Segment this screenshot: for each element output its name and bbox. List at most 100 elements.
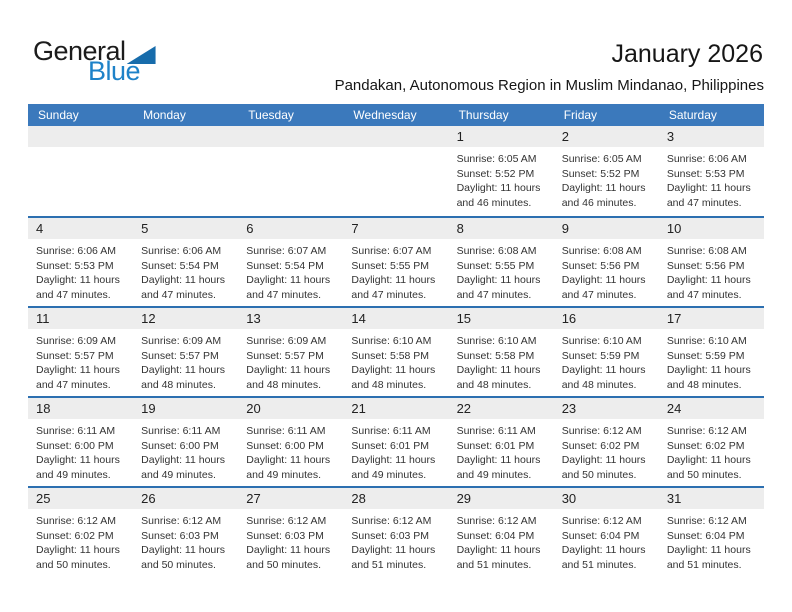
daylight-text-line2: and 47 minutes. (561, 288, 637, 301)
sunset-text: Sunset: 5:52 PM (456, 167, 535, 180)
daylight-text-line1: Daylight: 11 hours (246, 454, 331, 466)
sunset-text: Sunset: 6:02 PM (36, 529, 114, 542)
sunset-text: Sunset: 5:58 PM (456, 349, 535, 362)
day-details: Sunrise: 6:09 AM Sunset: 5:57 PM Daylight:… (238, 329, 343, 392)
day-number: 14 (343, 308, 449, 329)
day-number: 6 (238, 218, 344, 239)
day-details: Sunrise: 6:09 AM Sunset: 5:57 PM Daylight:… (133, 329, 238, 392)
logo-text-general: General (33, 36, 126, 66)
sunset-text: Sunset: 5:57 PM (141, 349, 219, 362)
day-number: 17 (658, 308, 764, 329)
sunset-text: Sunset: 6:00 PM (246, 439, 324, 452)
daylight-text-line1: Daylight: 11 hours (36, 274, 120, 286)
day-cell: 8 Sunrise: 6:08 AM Sunset: 5:55 PM Daylight… (448, 218, 554, 306)
sunset-text: Sunset: 5:54 PM (246, 259, 324, 272)
daylight-text-line2: and 47 minutes. (36, 288, 111, 301)
day-number: 7 (343, 218, 449, 239)
weekday-header-saturday: Saturday (668, 108, 717, 122)
daylight-text-line2: and 50 minutes. (141, 558, 216, 571)
daylight-text-line1: Daylight: 11 hours (456, 544, 541, 556)
day-details: Sunrise: 6:12 AM Sunset: 6:03 PM Daylight:… (238, 509, 343, 572)
sunset-text: Sunset: 6:01 PM (351, 439, 430, 452)
week-row: 25 Sunrise: 6:12 AM Sunset: 6:02 PM Dayligh… (28, 486, 764, 576)
day-cell: 15 Sunrise: 6:10 AM Sunset: 5:58 PM Dayligh… (448, 308, 554, 396)
sunrise-text: Sunrise: 6:05 AM (456, 153, 537, 165)
sunset-text: Sunset: 5:59 PM (561, 349, 640, 362)
sunrise-text: Sunrise: 6:12 AM (561, 425, 642, 437)
daylight-text-line2: and 50 minutes. (246, 558, 321, 571)
daylight-text-line2: and 49 minutes. (36, 468, 111, 481)
sunset-text: Sunset: 5:56 PM (666, 259, 745, 272)
day-cell: 28 Sunrise: 6:12 AM Sunset: 6:03 PM Dayligh… (343, 488, 449, 576)
sunrise-text: Sunrise: 6:06 AM (36, 245, 116, 257)
daylight-text-line1: Daylight: 11 hours (141, 364, 225, 376)
daylight-text-line2: and 48 minutes. (561, 378, 637, 391)
daylight-text-line1: Daylight: 11 hours (351, 274, 436, 286)
day-details: Sunrise: 6:12 AM Sunset: 6:02 PM Daylight:… (554, 419, 659, 482)
day-number: 20 (238, 398, 344, 419)
sunset-text: Sunset: 5:54 PM (141, 259, 219, 272)
day-number (133, 126, 239, 147)
day-details: Sunrise: 6:10 AM Sunset: 5:59 PM Daylight:… (554, 329, 659, 392)
sunset-text: Sunset: 5:52 PM (561, 167, 640, 180)
day-number: 28 (343, 488, 449, 509)
empty-day-cell (133, 126, 239, 216)
calendar-grid: Sunday Monday Tuesday Wednesday Thursday… (28, 104, 764, 576)
sunset-text: Sunset: 5:56 PM (561, 259, 640, 272)
day-number: 8 (448, 218, 554, 239)
sunrise-text: Sunrise: 6:11 AM (351, 425, 431, 437)
sunrise-text: Sunrise: 6:10 AM (561, 335, 642, 347)
daylight-text-line2: and 46 minutes. (561, 196, 637, 209)
daylight-text-line2: and 50 minutes. (666, 468, 742, 481)
day-details: Sunrise: 6:11 AM Sunset: 6:01 PM Daylight:… (343, 419, 448, 482)
sunrise-text: Sunrise: 6:12 AM (456, 515, 537, 527)
sunrise-text: Sunrise: 6:09 AM (36, 335, 116, 347)
day-cell: 25 Sunrise: 6:12 AM Sunset: 6:02 PM Dayligh… (28, 488, 134, 576)
day-number: 11 (28, 308, 134, 329)
day-number: 30 (553, 488, 659, 509)
day-details: Sunrise: 6:10 AM Sunset: 5:58 PM Daylight:… (449, 329, 554, 392)
day-details: Sunrise: 6:11 AM Sunset: 6:00 PM Daylight:… (238, 419, 343, 482)
day-cell: 6 Sunrise: 6:07 AM Sunset: 5:54 PM Daylight… (238, 218, 344, 306)
daylight-text-line2: and 47 minutes. (246, 288, 321, 301)
sunrise-text: Sunrise: 6:09 AM (141, 335, 222, 347)
sunrise-text: Sunrise: 6:11 AM (36, 425, 116, 437)
daylight-text-line2: and 50 minutes. (561, 468, 637, 481)
day-cell: 9 Sunrise: 6:08 AM Sunset: 5:56 PM Daylight… (553, 218, 659, 306)
day-cell: 14 Sunrise: 6:10 AM Sunset: 5:58 PM Dayligh… (343, 308, 449, 396)
calendar-weeks: 1 Sunrise: 6:05 AM Sunset: 5:52 PM Daylight… (28, 126, 764, 576)
day-cell: 27 Sunrise: 6:12 AM Sunset: 6:03 PM Dayligh… (238, 488, 344, 576)
day-cell: 30 Sunrise: 6:12 AM Sunset: 6:04 PM Dayligh… (553, 488, 659, 576)
sunset-text: Sunset: 6:02 PM (561, 439, 640, 452)
daylight-text-line1: Daylight: 11 hours (666, 544, 751, 556)
day-cell: 18 Sunrise: 6:11 AM Sunset: 6:00 PM Dayligh… (28, 398, 134, 486)
daylight-text-line2: and 48 minutes. (246, 378, 321, 391)
day-number: 21 (343, 398, 449, 419)
daylight-text-line2: and 49 minutes. (246, 468, 321, 481)
day-number: 16 (553, 308, 659, 329)
daylight-text-line1: Daylight: 11 hours (561, 274, 646, 286)
day-details: Sunrise: 6:10 AM Sunset: 5:59 PM Daylight:… (659, 329, 764, 392)
sunrise-text: Sunrise: 6:12 AM (141, 515, 222, 527)
day-details: Sunrise: 6:11 AM Sunset: 6:00 PM Daylight:… (133, 419, 238, 482)
daylight-text-line2: and 49 minutes. (351, 468, 427, 481)
sunset-text: Sunset: 6:03 PM (351, 529, 430, 542)
week-row: 1 Sunrise: 6:05 AM Sunset: 5:52 PM Daylight… (28, 126, 764, 216)
sunrise-text: Sunrise: 6:12 AM (666, 425, 747, 437)
day-details: Sunrise: 6:12 AM Sunset: 6:03 PM Daylight:… (343, 509, 448, 572)
day-cell: 19 Sunrise: 6:11 AM Sunset: 6:00 PM Dayligh… (133, 398, 239, 486)
day-details: Sunrise: 6:10 AM Sunset: 5:58 PM Daylight:… (343, 329, 448, 392)
day-number: 15 (448, 308, 554, 329)
day-cell: 24 Sunrise: 6:12 AM Sunset: 6:02 PM Dayligh… (658, 398, 764, 486)
day-cell: 10 Sunrise: 6:08 AM Sunset: 5:56 PM Dayligh… (658, 218, 764, 306)
daylight-text-line2: and 47 minutes. (36, 378, 111, 391)
daylight-text-line1: Daylight: 11 hours (561, 544, 646, 556)
daylight-text-line1: Daylight: 11 hours (561, 364, 646, 376)
day-number: 26 (133, 488, 239, 509)
sunset-text: Sunset: 6:04 PM (561, 529, 640, 542)
day-details: Sunrise: 6:07 AM Sunset: 5:55 PM Daylight:… (343, 239, 448, 302)
daylight-text-line2: and 47 minutes. (141, 288, 216, 301)
day-number (28, 126, 134, 147)
day-number: 5 (133, 218, 239, 239)
daylight-text-line1: Daylight: 11 hours (36, 454, 120, 466)
